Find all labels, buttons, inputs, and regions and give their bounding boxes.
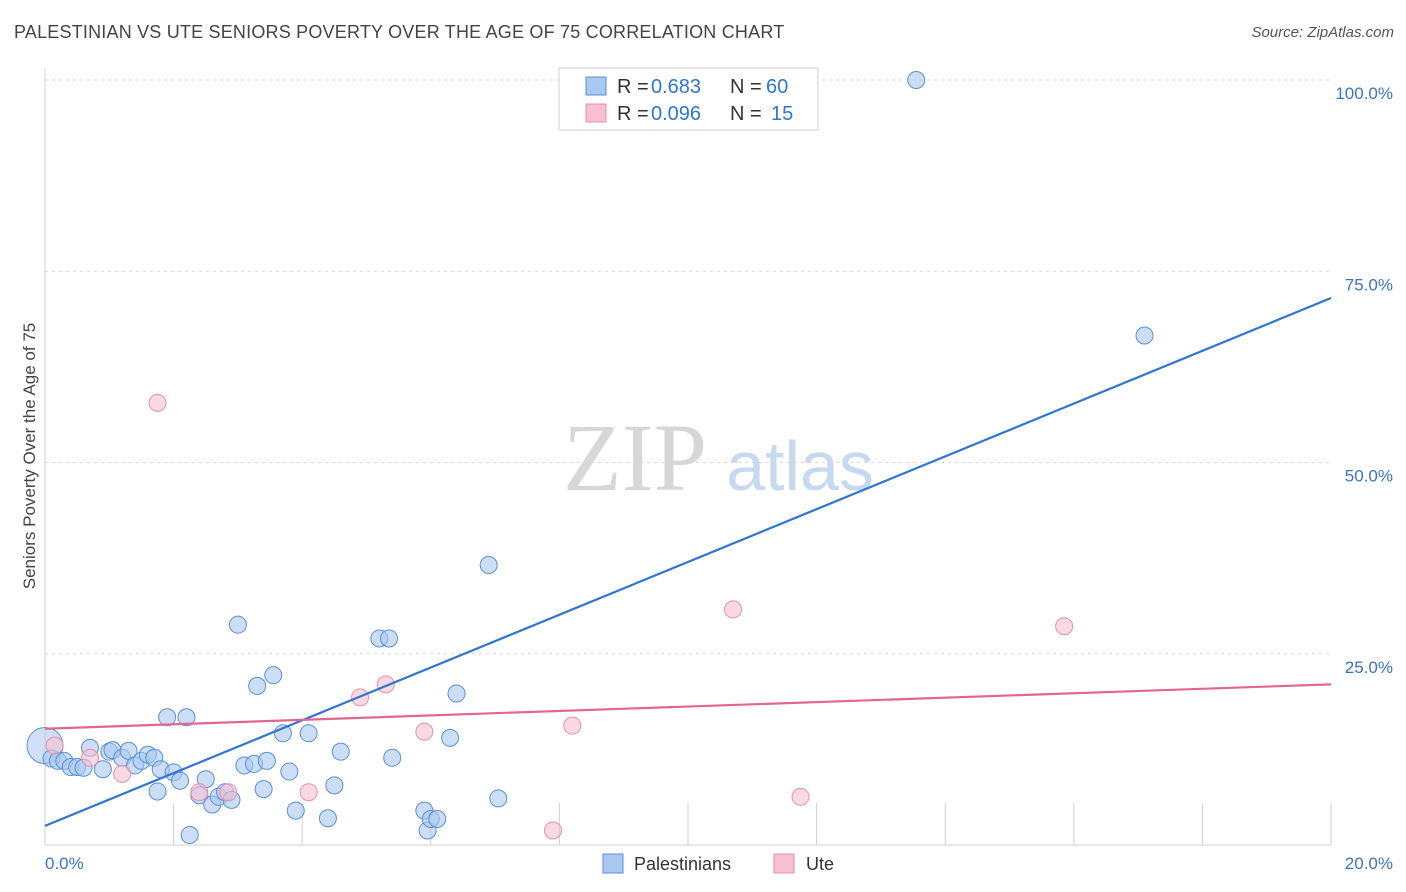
legend-n-value-2: 15 [771, 103, 793, 125]
y-tick-label: 25.0% [1345, 658, 1393, 677]
legend-n-label-1: N = [730, 76, 762, 98]
legend-r-value-1: 0.683 [651, 76, 701, 98]
ute-point [299, 783, 318, 802]
palestinian-point [286, 801, 305, 820]
ute-point [1055, 617, 1074, 636]
palestinian-point [148, 782, 167, 801]
palestinian-point [383, 748, 402, 767]
legend-r-label-2: R = [617, 103, 649, 125]
y-tick-label: 75.0% [1345, 275, 1393, 294]
palestinian-point [171, 771, 190, 790]
ute-point [113, 764, 132, 783]
ute-point [190, 783, 209, 802]
trend-lines [44, 297, 1332, 827]
ute-point [219, 783, 238, 802]
palestinian-point [248, 676, 267, 695]
tick-labels: 25.0% 50.0% 75.0% 100.0% 0.0% 20.0% [45, 84, 1393, 873]
palestinian-point [907, 71, 926, 89]
y-tick-label: 50.0% [1345, 467, 1393, 486]
legend-n-label-2: N = [730, 103, 762, 125]
data-points [26, 71, 1154, 845]
ute-point [45, 736, 64, 755]
palestinian-point [428, 809, 447, 828]
palestinian-point [280, 762, 299, 781]
palestinian-point [479, 556, 498, 575]
palestinian-point [441, 728, 460, 747]
ute-trend-line [44, 683, 1332, 730]
ute-point [148, 393, 167, 412]
legend-r-label-1: R = [617, 76, 649, 98]
palestinian-point [177, 708, 196, 727]
palestinians-trend-line [44, 297, 1332, 827]
x-tick-label-start: 0.0% [45, 854, 84, 873]
palestinian-point [264, 666, 283, 685]
ute-point [724, 600, 743, 619]
axes [44, 68, 1332, 846]
chart-title: PALESTINIAN VS UTE SENIORS POVERTY OVER … [14, 22, 785, 42]
legend-n-value-1: 60 [766, 76, 788, 98]
legend-swatch-ute [585, 103, 607, 123]
legend-swatch-palestinians [585, 76, 607, 96]
watermark-zip: ZIP [563, 404, 707, 511]
bottom-legend: Palestinians Ute [602, 853, 834, 874]
palestinian-point [228, 615, 247, 634]
bottom-legend-swatch-ute [773, 853, 795, 874]
bottom-legend-label-ute: Ute [806, 854, 834, 874]
source-label: Source: ZipAtlas.com [1251, 24, 1394, 41]
palestinian-point [93, 760, 112, 779]
palestinian-point [299, 724, 318, 743]
y-tick-label: 100.0% [1335, 84, 1393, 103]
palestinian-point [380, 629, 399, 648]
ute-point [81, 748, 100, 767]
palestinian-point [1135, 326, 1154, 345]
palestinian-point [254, 780, 273, 799]
ute-point [791, 787, 810, 806]
palestinian-point [447, 684, 466, 703]
x-tick-label-end: 20.0% [1345, 854, 1393, 873]
legend-r-value-2: 0.096 [651, 103, 701, 125]
palestinian-point [489, 789, 508, 808]
top-legend: R = 0.683 N = 60 R = 0.096 N = 15 [558, 67, 819, 131]
ute-point [543, 821, 562, 840]
palestinian-point [158, 708, 177, 727]
watermark-atlas: atlas [726, 427, 874, 505]
palestinian-point [325, 776, 344, 795]
palestinian-point [331, 742, 350, 761]
grid-lines [45, 79, 1331, 655]
ute-point [415, 722, 434, 741]
bottom-legend-label-palestinians: Palestinians [634, 854, 731, 874]
palestinian-point [318, 809, 337, 828]
watermark: ZIP atlas [563, 404, 874, 511]
palestinian-point [257, 751, 276, 770]
ute-point [563, 716, 582, 735]
bottom-legend-swatch-palestinians [602, 853, 624, 874]
palestinian-point [180, 826, 199, 845]
